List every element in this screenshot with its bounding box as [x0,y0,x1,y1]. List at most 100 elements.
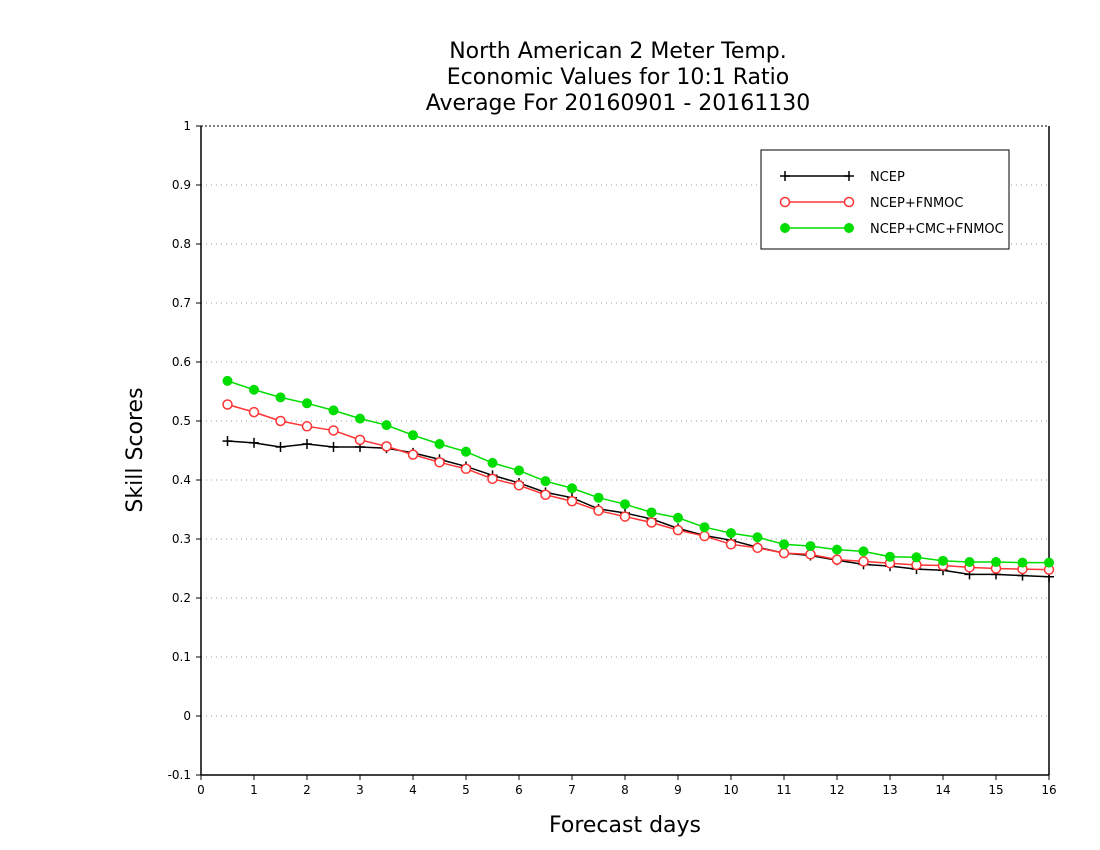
series-layer [222,375,1055,582]
series-1-point-17 [672,524,684,536]
series-2-point-8 [434,439,445,450]
legend-label-0: NCEP [870,170,905,185]
legend-marker-left-1 [779,196,791,208]
legend: NCEP NCEP+FNMOC NCEP+CMC+FNMOC [760,149,1010,250]
x-axis-label: Forecast days [549,813,701,838]
x-tick-label-11: 11 [776,783,791,797]
series-2-point-12 [540,476,551,487]
x-tick-label-14: 14 [935,783,950,797]
series-2-point-0 [222,375,233,386]
series-1-point-0 [222,399,233,410]
x-tick-label-15: 15 [988,783,1003,797]
y-tick-label-0: -0.1 [168,768,191,782]
series-2 [222,375,1054,568]
legend-marker-left-0 [780,171,790,181]
series-1-point-24 [858,556,869,567]
series-2-point-27 [938,555,948,566]
series-2-point-6 [381,420,392,431]
y-tick-label-3: 0.2 [172,591,191,605]
y-tick-label-7: 0.6 [172,355,191,369]
y-tick-label-8: 0.7 [172,296,191,310]
series-0-point-2 [275,441,286,452]
series-1-point-3 [301,421,313,432]
series-2-point-31 [1044,557,1054,568]
series-1-point-12 [540,489,551,500]
legend-marker-right-1 [843,196,855,208]
series-1-point-19 [725,539,737,550]
series-2-point-11 [514,465,524,476]
series-2-point-26 [911,552,922,563]
chart-title: North American 2 Meter Temp. Economic Va… [426,39,811,116]
legend-marker-right-0 [844,171,854,181]
series-2-point-21 [779,539,789,550]
series-1-point-22 [805,549,816,560]
series-2-point-4 [328,405,339,416]
series-2-point-10 [487,457,498,468]
series-1-point-21 [778,547,790,559]
x-tick-label-2: 2 [303,783,311,797]
series-2-point-2 [275,392,286,403]
x-tick-label-16: 16 [1041,783,1056,797]
series-line-2 [227,380,1049,564]
series-1-point-10 [487,473,498,485]
series-2-point-15 [620,499,630,510]
series-1-point-7 [407,449,419,460]
series-2-point-14 [593,492,604,503]
y-tick-label-2: 0.1 [172,650,191,664]
series-1-point-14 [593,505,604,516]
x-tick-label-1: 1 [250,783,258,797]
y-tick-label-6: 0.5 [172,414,191,428]
series-1-point-5 [354,434,366,446]
series-2-point-23 [832,544,842,555]
series-2-point-7 [408,430,418,441]
x-tick-label-10: 10 [723,783,738,797]
series-2-point-30 [1017,557,1028,568]
series-1-point-16 [646,517,657,528]
x-tick-label-8: 8 [621,783,629,797]
series-1-point-8 [434,457,445,468]
series-1-point-18 [699,530,710,542]
series-0-point-0 [222,436,233,447]
legend-box [760,149,1010,250]
legend-marker-left-2 [780,223,790,233]
series-1-point-6 [381,441,392,452]
series-1-point-2 [275,415,286,427]
series-2-point-5 [355,413,365,424]
series-2-point-9 [461,446,471,457]
series-2-point-25 [885,551,895,562]
series-0-point-4 [328,441,339,452]
legend-marker-right-2 [844,223,854,233]
y-axis-label: Skill Scores [123,387,148,512]
x-tick-label-12: 12 [829,783,844,797]
series-line-1 [227,403,1050,571]
title-line-1: North American 2 Meter Temp. [449,39,787,64]
series-1-point-13 [566,495,578,507]
series-1-point-1 [248,406,260,418]
title-line-3: Average For 20160901 - 20161130 [426,91,811,116]
y-tick-label-4: 0.3 [172,532,191,546]
x-tick-label-0: 0 [197,783,205,797]
grid-lines [201,184,1049,717]
series-1-point-4 [328,425,339,436]
title-line-2: Economic Values for 10:1 Ratio [447,65,789,90]
x-tick-label-13: 13 [882,783,897,797]
series-1 [222,399,1055,575]
series-1-point-23 [831,554,843,565]
y-tick-label-9: 0.8 [172,237,191,251]
x-tick-label-7: 7 [568,783,576,797]
series-2-point-17 [673,512,683,523]
series-1-point-20 [752,542,763,554]
legend-label-2: NCEP+CMC+FNMOC [870,222,1004,237]
series-2-point-28 [964,557,975,568]
series-2-point-3 [302,398,312,409]
series-2-point-20 [752,532,763,543]
series-2-point-24 [858,546,869,557]
y-tick-label-1: 0 [183,709,191,723]
x-tick-label-6: 6 [515,783,523,797]
series-2-point-19 [726,528,736,539]
series-1-point-9 [460,463,472,475]
series-2-point-1 [249,384,259,395]
series-2-point-22 [805,541,816,552]
series-2-point-29 [991,557,1001,568]
